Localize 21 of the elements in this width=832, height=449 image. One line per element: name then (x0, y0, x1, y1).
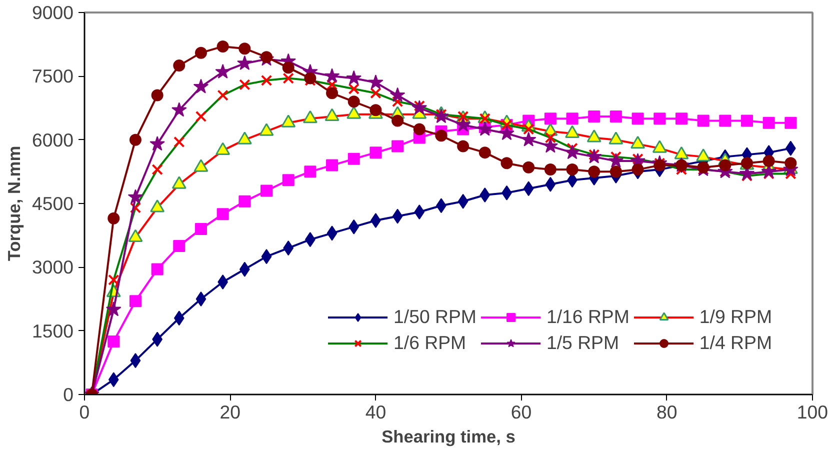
legend-label: 1/50 RPM (394, 306, 476, 328)
x-tick-label: 60 (510, 402, 532, 422)
x-tick-label: 100 (796, 402, 828, 422)
x-tick-label: 80 (656, 402, 678, 422)
x-tick-label: 20 (220, 402, 240, 422)
y-tick-label: 0 (63, 384, 74, 405)
legend-label: 1/9 RPM (699, 306, 772, 328)
x-tick-label: 40 (365, 402, 386, 422)
y-tick-label: 7500 (32, 66, 74, 87)
x-axis-title: Shearing time, s (382, 426, 516, 446)
y-tick-label: 9000 (32, 2, 74, 23)
legend-label: 1/6 RPM (394, 332, 466, 354)
y-tick-label: 1500 (32, 320, 74, 342)
legend-label: 1/4 RPM (699, 332, 772, 354)
y-axis-title: Torque, N.mm (4, 146, 24, 262)
y-tick-label: 6000 (32, 129, 74, 150)
x-tick-label: 0 (79, 402, 90, 422)
y-tick-label: 3000 (32, 256, 74, 278)
legend-label: 1/16 RPM (546, 306, 630, 328)
y-tick-label: 4500 (32, 193, 74, 214)
legend-label: 1/5 RPM (546, 332, 620, 354)
